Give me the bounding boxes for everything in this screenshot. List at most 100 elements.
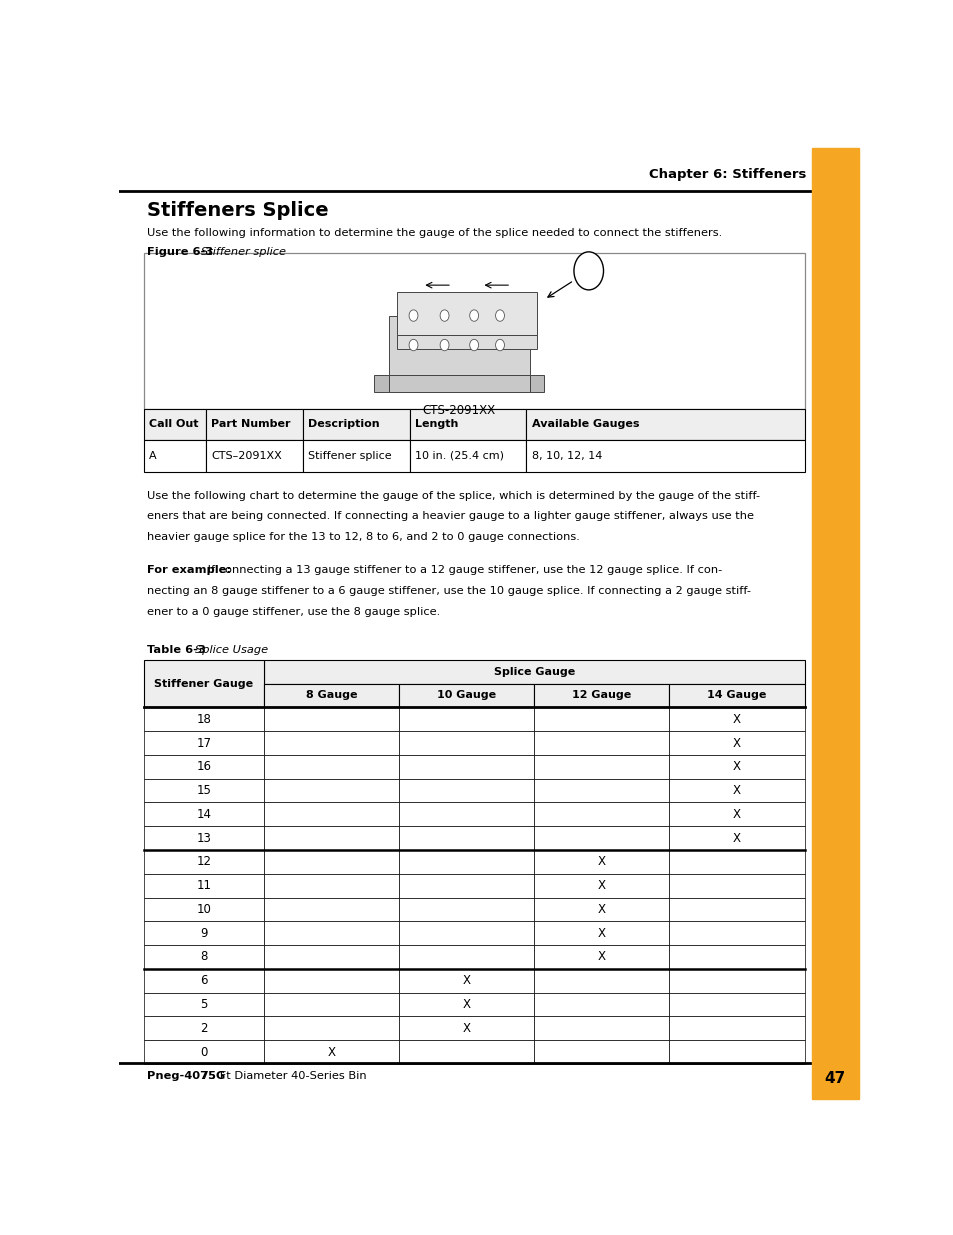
Bar <box>398 826 534 850</box>
Bar <box>534 874 669 898</box>
Text: eners that are being connected. If connecting a heavier gauge to a lighter gauge: eners that are being connected. If conne… <box>147 511 754 521</box>
Bar <box>410 409 526 440</box>
Bar <box>534 684 669 708</box>
Circle shape <box>439 310 449 321</box>
Text: X: X <box>732 736 740 750</box>
Bar <box>264 755 398 779</box>
Text: X: X <box>598 856 605 868</box>
Text: X: X <box>598 879 605 892</box>
Bar <box>144 779 264 803</box>
Circle shape <box>574 252 603 290</box>
Bar <box>669 684 803 708</box>
Text: Use the following information to determine the gauge of the splice needed to con: Use the following information to determi… <box>147 228 721 238</box>
Bar <box>374 374 389 391</box>
Bar <box>398 921 534 945</box>
Bar <box>398 731 534 755</box>
Bar <box>396 335 537 348</box>
Bar <box>264 850 398 874</box>
Text: Table 6-3: Table 6-3 <box>147 645 210 655</box>
Bar <box>398 803 534 826</box>
Bar <box>396 291 537 335</box>
Text: 8: 8 <box>200 951 207 963</box>
Bar <box>144 1016 264 1040</box>
Text: X: X <box>732 784 740 797</box>
Text: 2: 2 <box>200 1021 208 1035</box>
Bar <box>144 708 264 731</box>
Text: 15: 15 <box>196 784 211 797</box>
Text: X: X <box>462 974 470 987</box>
Bar <box>398 850 534 874</box>
Text: X: X <box>462 998 470 1011</box>
Bar <box>669 803 803 826</box>
Text: Use the following chart to determine the gauge of the splice, which is determine: Use the following chart to determine the… <box>147 490 760 500</box>
Text: A: A <box>584 266 592 275</box>
Text: X: X <box>598 926 605 940</box>
Bar <box>534 708 669 731</box>
Bar <box>264 898 398 921</box>
Text: X: X <box>327 1046 335 1058</box>
Circle shape <box>495 340 504 351</box>
Bar <box>206 409 303 440</box>
Text: If connecting a 13 gauge stiffener to a 12 gauge stiffener, use the 12 gauge spl: If connecting a 13 gauge stiffener to a … <box>203 564 721 574</box>
Bar <box>529 374 544 391</box>
Text: necting an 8 gauge stiffener to a 6 gauge stiffener, use the 10 gauge splice. If: necting an 8 gauge stiffener to a 6 gaug… <box>147 585 751 595</box>
Text: 47: 47 <box>823 1071 845 1086</box>
Bar <box>534 1016 669 1040</box>
Bar <box>144 803 264 826</box>
Bar <box>144 440 206 472</box>
Bar <box>398 755 534 779</box>
Bar <box>669 708 803 731</box>
Bar <box>398 1040 534 1065</box>
Bar <box>398 969 534 993</box>
Text: Figure 6-3: Figure 6-3 <box>147 247 217 257</box>
Text: 16: 16 <box>196 761 211 773</box>
Circle shape <box>409 310 417 321</box>
Text: Chapter 6: Stiffeners: Chapter 6: Stiffeners <box>648 168 805 180</box>
Text: A: A <box>149 451 156 461</box>
Bar <box>534 969 669 993</box>
Bar <box>303 440 410 472</box>
Bar <box>144 409 206 440</box>
Bar <box>669 945 803 969</box>
Bar <box>264 1016 398 1040</box>
Text: 14 Gauge: 14 Gauge <box>706 690 766 700</box>
Bar <box>264 659 803 684</box>
Bar <box>669 731 803 755</box>
Text: Stiffeners Splice: Stiffeners Splice <box>147 201 329 221</box>
Bar <box>534 850 669 874</box>
Text: X: X <box>732 831 740 845</box>
Bar <box>144 874 264 898</box>
Bar <box>534 993 669 1016</box>
Bar <box>144 1040 264 1065</box>
Bar <box>526 409 803 440</box>
Text: ener to a 0 gauge stiffener, use the 8 gauge splice.: ener to a 0 gauge stiffener, use the 8 g… <box>147 606 440 616</box>
Text: 17: 17 <box>196 736 211 750</box>
Bar <box>264 684 398 708</box>
Bar <box>669 755 803 779</box>
Bar <box>534 731 669 755</box>
Bar <box>669 969 803 993</box>
Bar <box>534 755 669 779</box>
Bar <box>398 945 534 969</box>
Text: Part Number: Part Number <box>211 420 290 430</box>
Bar <box>264 779 398 803</box>
Text: 18: 18 <box>196 713 211 726</box>
Text: X: X <box>732 808 740 821</box>
Bar <box>534 826 669 850</box>
Bar <box>534 945 669 969</box>
Circle shape <box>469 310 478 321</box>
Text: 13: 13 <box>196 831 211 845</box>
Text: 10: 10 <box>196 903 211 916</box>
Text: 8, 10, 12, 14: 8, 10, 12, 14 <box>531 451 601 461</box>
Text: 11: 11 <box>196 879 211 892</box>
Bar <box>398 1016 534 1040</box>
Text: 5: 5 <box>200 998 207 1011</box>
Bar <box>264 945 398 969</box>
Bar <box>398 993 534 1016</box>
Bar <box>398 874 534 898</box>
Text: Description: Description <box>308 420 379 430</box>
Bar <box>144 731 264 755</box>
Text: Splice Usage: Splice Usage <box>195 645 268 655</box>
Text: 10 Gauge: 10 Gauge <box>436 690 496 700</box>
Bar <box>669 921 803 945</box>
